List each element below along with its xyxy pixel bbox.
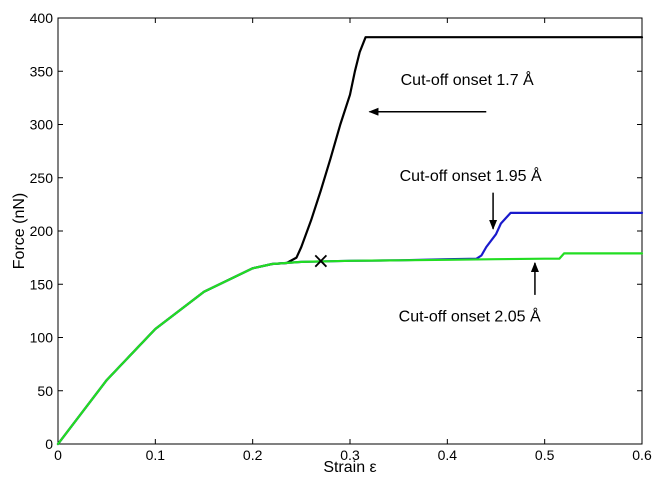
series-line-3	[56, 252, 644, 446]
series-layer	[56, 36, 644, 446]
x-tick-label: 0	[54, 447, 62, 463]
annotation-label: Cut-off onset 1.95 Å	[400, 166, 542, 185]
y-tick-label: 350	[30, 63, 54, 79]
y-tick-label: 400	[30, 10, 54, 26]
x-axis: 0 0.1 0.2 0.3 0.4 0.5 0.6	[54, 18, 652, 463]
x-tick-label: 0.1	[146, 447, 166, 463]
x-tick-label: 0.3	[340, 447, 360, 463]
x-tick-label: 0.6	[632, 447, 652, 463]
plot-area-frame	[57, 17, 643, 445]
x-axis-title: Strain ε	[323, 459, 376, 476]
y-tick-label: 300	[30, 117, 54, 133]
x-tick-label: 0.4	[438, 447, 458, 463]
y-tick-label: 0	[45, 436, 53, 452]
x-tick-label: 0.2	[243, 447, 263, 463]
y-tick-label: 150	[30, 276, 54, 292]
y-axis: 0 50 100 150 200 250 300 350 400	[30, 10, 642, 452]
x-marker: ×	[312, 249, 330, 274]
annotation-label: Cut-off onset 1.7 Å	[401, 70, 534, 89]
y-tick-label: 100	[30, 330, 54, 346]
y-axis-title: Force (nN)	[11, 193, 28, 269]
y-tick-label: 50	[37, 383, 53, 399]
annotation-layer: × Cut-off onset 1.7 Å Cut-off onset 1.95 Å…	[312, 70, 542, 325]
annotation-label: Cut-off onset 2.05 Å	[399, 307, 541, 326]
y-tick-label: 250	[30, 170, 54, 186]
y-tick-label: 200	[30, 223, 54, 239]
x-tick-label: 0.5	[535, 447, 555, 463]
